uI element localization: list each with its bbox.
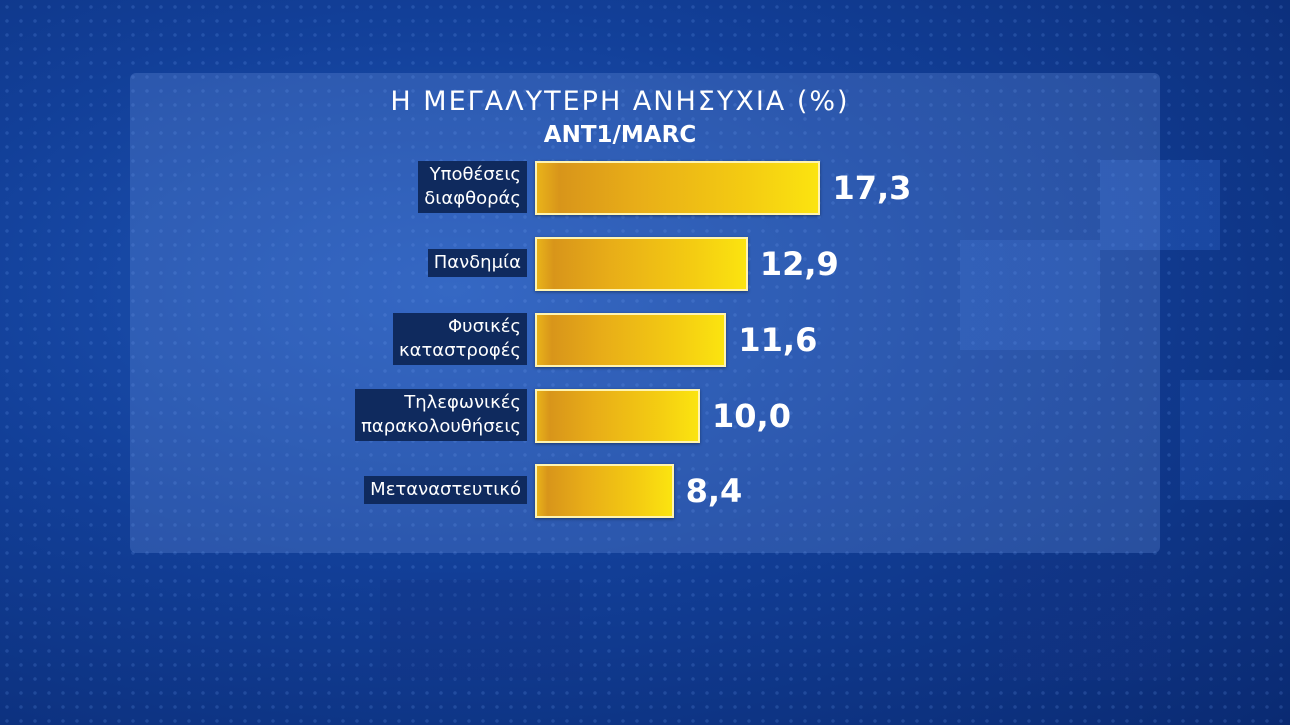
value-label: 12,9 xyxy=(759,245,839,283)
bar xyxy=(535,161,821,215)
category-label: Φυσικές καταστροφές xyxy=(392,313,527,365)
value-label: 8,4 xyxy=(685,472,743,510)
category-label: Υποθέσεις διαφθοράς xyxy=(418,161,527,213)
category-label: Μεταναστευτικό xyxy=(364,476,527,504)
chart-subtitle: ANT1/MARC xyxy=(543,122,697,148)
bar xyxy=(535,464,674,518)
bar xyxy=(535,389,700,443)
chart-title: Η ΜΕΓΑΛΥΤΕΡΗ ΑΝΗΣΥΧΙΑ (%) xyxy=(390,86,850,117)
value-label: 10,0 xyxy=(712,397,791,435)
bar xyxy=(535,237,748,291)
value-label: 17,3 xyxy=(832,169,912,207)
bar xyxy=(535,313,727,367)
value-label: 11,6 xyxy=(738,321,818,359)
category-label: Τηλεφωνικές παρακολουθήσεις xyxy=(355,389,527,441)
category-label: Πανδημία xyxy=(427,249,527,277)
